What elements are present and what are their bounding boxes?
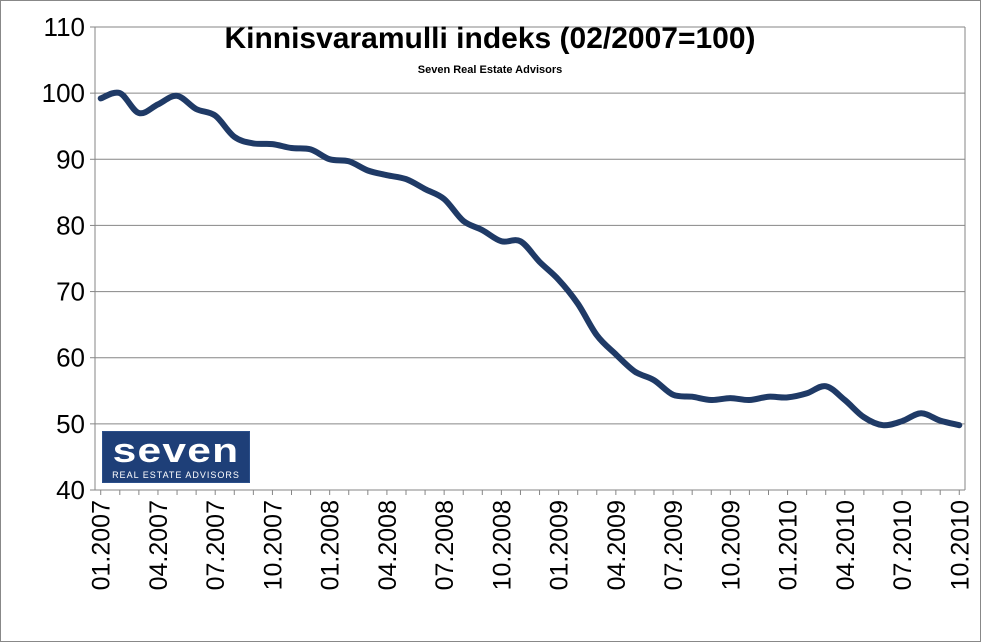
seven-logo: seven REAL ESTATE ADVISORS [102, 431, 250, 483]
x-tick-label: 10.2009 [717, 500, 745, 590]
x-tick-label: 04.2009 [603, 500, 631, 590]
x-axis-tick-labels: 01.2007 04.2007 07.2007 10.2007 01.2008 04.20… [88, 490, 974, 590]
y-tick-label: 80 [56, 210, 85, 240]
y-axis-tick-labels: 40 50 60 70 80 90 100 110 [42, 12, 95, 505]
x-tick-label: 01.2010 [775, 500, 803, 590]
x-tick-label: 04.2008 [374, 500, 402, 590]
logo-tagline: REAL ESTATE ADVISORS [112, 470, 240, 480]
grid-lines [95, 26, 965, 425]
y-tick-label: 70 [56, 277, 85, 307]
x-tick-label: 01.2008 [317, 500, 345, 590]
x-tick-label: 10.2007 [259, 500, 287, 590]
y-tick-label: 40 [56, 475, 85, 505]
y-tick-label: 100 [42, 78, 85, 108]
series-line [97, 89, 963, 429]
x-tick-label: 04.2010 [832, 500, 860, 590]
y-tick-label: 110 [44, 12, 85, 42]
x-tick-label: 07.2009 [660, 500, 688, 590]
x-tick-label: 10.2008 [488, 500, 516, 590]
chart-subtitle: Seven Real Estate Advisors [418, 64, 563, 76]
x-tick-label: 01.2007 [88, 500, 116, 590]
x-tick-label: 10.2010 [946, 500, 974, 590]
chart-title: Kinnisvaramulli indeks (02/2007=100) [224, 22, 755, 55]
y-tick-label: 60 [56, 343, 85, 373]
axes [94, 27, 966, 491]
x-tick-label: 01.2009 [546, 500, 574, 590]
x-tick-label: 04.2007 [145, 500, 173, 590]
x-tick-label: 07.2010 [889, 500, 917, 590]
series [97, 89, 963, 429]
logo-wordmark: seven [112, 432, 240, 470]
y-tick-label: 90 [56, 144, 85, 174]
x-tick-label: 07.2007 [202, 500, 230, 590]
y-tick-label: 50 [56, 409, 85, 439]
x-tick-label: 07.2008 [431, 500, 459, 590]
